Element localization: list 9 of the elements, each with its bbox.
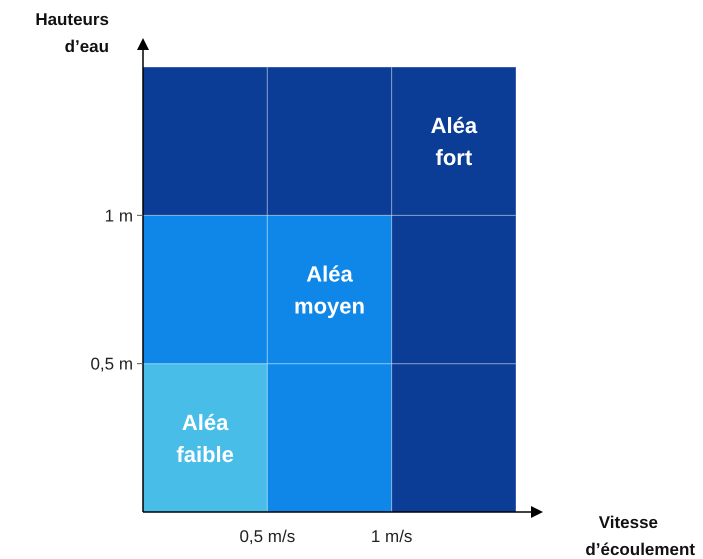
x-axis-title: Vitesse d’écoulement [585,513,696,559]
annotation: Aléa fort [430,113,478,170]
x-tick-label: 0,5 m/s [239,527,296,546]
y-axis-title: Hauteurs d’eau [35,10,109,56]
y-tick-label: 1 m [104,206,133,226]
annotation: Aléa faible [176,410,234,467]
y-tick-label: 0,5 m [90,354,133,374]
x-tick-label: 1 m/s [370,527,412,546]
annotation: Aléa moyen [294,262,365,318]
